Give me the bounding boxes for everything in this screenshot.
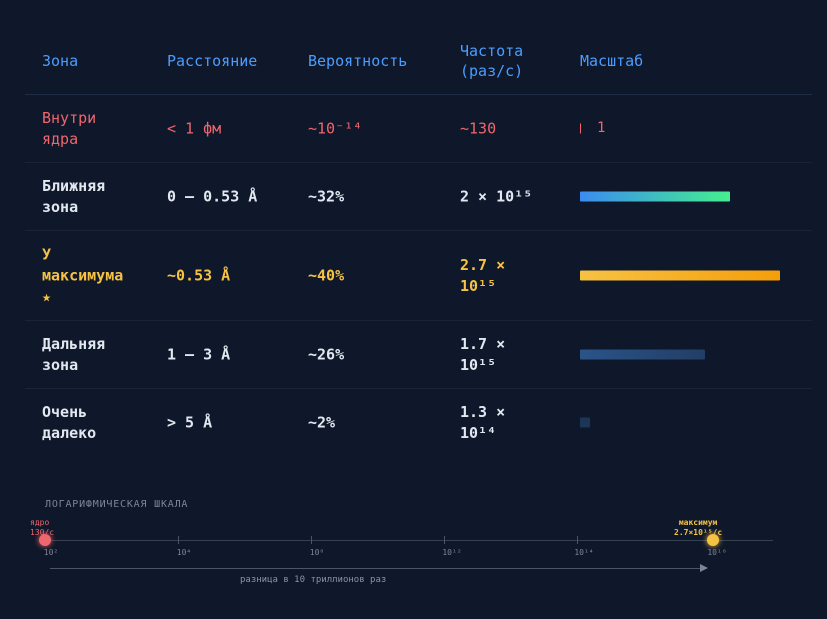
frequency-cell: ~130 xyxy=(460,119,497,137)
distance-cell: 0 – 0.53 Å xyxy=(167,187,258,205)
table-row-peak: У максимума ★ ~0.53 Å ~40% 2.7 × 10¹⁵ xyxy=(25,231,812,321)
axis-tick xyxy=(577,536,578,544)
difference-arrow xyxy=(50,568,702,569)
distance-cell: ~0.53 Å xyxy=(167,266,231,284)
header-probability: Вероятность xyxy=(308,52,408,70)
distance-cell: < 1 фм xyxy=(167,119,222,137)
axis-tick-label: 10² xyxy=(43,548,59,557)
zone-cell: У максимума ★ xyxy=(42,245,124,305)
axis-tick-label: 10¹² xyxy=(442,548,462,557)
distance-cell: 1 – 3 Å xyxy=(167,345,231,363)
scale-value-label: 1 xyxy=(597,120,606,136)
arrow-head-icon xyxy=(700,564,708,572)
core-marker-dot xyxy=(39,534,51,546)
scale-cell xyxy=(580,412,800,433)
table-row-near: Ближняя зона 0 – 0.53 Å ~32% 2 × 10¹⁵ xyxy=(25,163,812,231)
distance-cell: > 5 Å xyxy=(167,413,213,431)
log-scale-axis xyxy=(45,540,773,541)
scale-cell xyxy=(580,344,800,365)
scale-cell: 1 xyxy=(580,118,800,139)
probability-cell: ~10⁻¹⁴ xyxy=(308,119,363,137)
core-marker-label: ядро 130/с xyxy=(30,518,55,537)
zone-cell: Ближняя зона xyxy=(42,176,106,216)
table-row-far: Дальняя зона 1 – 3 Å ~26% 1.7 × 10¹⁵ xyxy=(25,321,812,389)
axis-tick xyxy=(311,536,312,544)
scale-bar xyxy=(580,349,705,360)
scale-cell xyxy=(580,265,800,286)
axis-tick xyxy=(178,536,179,544)
frequency-cell: 1.3 × 10¹⁴ xyxy=(460,402,506,442)
scale-bar xyxy=(580,270,780,281)
probability-cell: ~40% xyxy=(308,266,345,284)
axis-tick-label: 10¹⁶ xyxy=(707,548,727,557)
header-scale: Масштаб xyxy=(580,52,644,70)
peak-marker-label: максимум 2.7×10¹⁵/с xyxy=(674,518,723,537)
scale-tick-mark xyxy=(580,123,581,134)
axis-tick-label: 10⁸ xyxy=(309,548,325,557)
zone-cell: Очень далеко xyxy=(42,402,97,442)
scale-bar xyxy=(580,191,730,202)
header-distance: Расстояние xyxy=(167,52,258,70)
peak-marker-dot xyxy=(707,534,719,546)
zone-cell: Внутри ядра xyxy=(42,108,97,148)
probability-cell: ~26% xyxy=(308,345,345,363)
header-frequency: Частота (раз/с) xyxy=(460,42,524,80)
difference-label: разница в 10 триллионов раз xyxy=(240,575,387,585)
probability-cell: ~32% xyxy=(308,187,345,205)
scale-cell xyxy=(580,186,800,207)
table-header-row: Зона Расстояние Вероятность Частота (раз… xyxy=(25,28,812,95)
table-row-very-far: Очень далеко > 5 Å ~2% 1.3 × 10¹⁴ xyxy=(25,389,812,456)
log-scale-title: ЛОГАРИФМИЧЕСКАЯ ШКАЛА xyxy=(45,499,189,510)
probability-cell: ~2% xyxy=(308,413,336,431)
axis-tick-label: 10¹⁴ xyxy=(574,548,594,557)
scale-bar xyxy=(580,417,590,428)
zone-cell: Дальняя зона xyxy=(42,334,106,374)
frequency-cell: 2.7 × 10¹⁵ xyxy=(460,255,506,295)
axis-tick xyxy=(444,536,445,544)
orbital-zone-table: Зона Расстояние Вероятность Частота (раз… xyxy=(25,28,812,456)
table-row-core: Внутри ядра < 1 фм ~10⁻¹⁴ ~130 1 xyxy=(25,95,812,163)
frequency-cell: 2 × 10¹⁵ xyxy=(460,187,533,205)
axis-tick-label: 10⁴ xyxy=(176,548,192,557)
header-zone: Зона xyxy=(42,52,79,70)
frequency-cell: 1.7 × 10¹⁵ xyxy=(460,334,506,374)
